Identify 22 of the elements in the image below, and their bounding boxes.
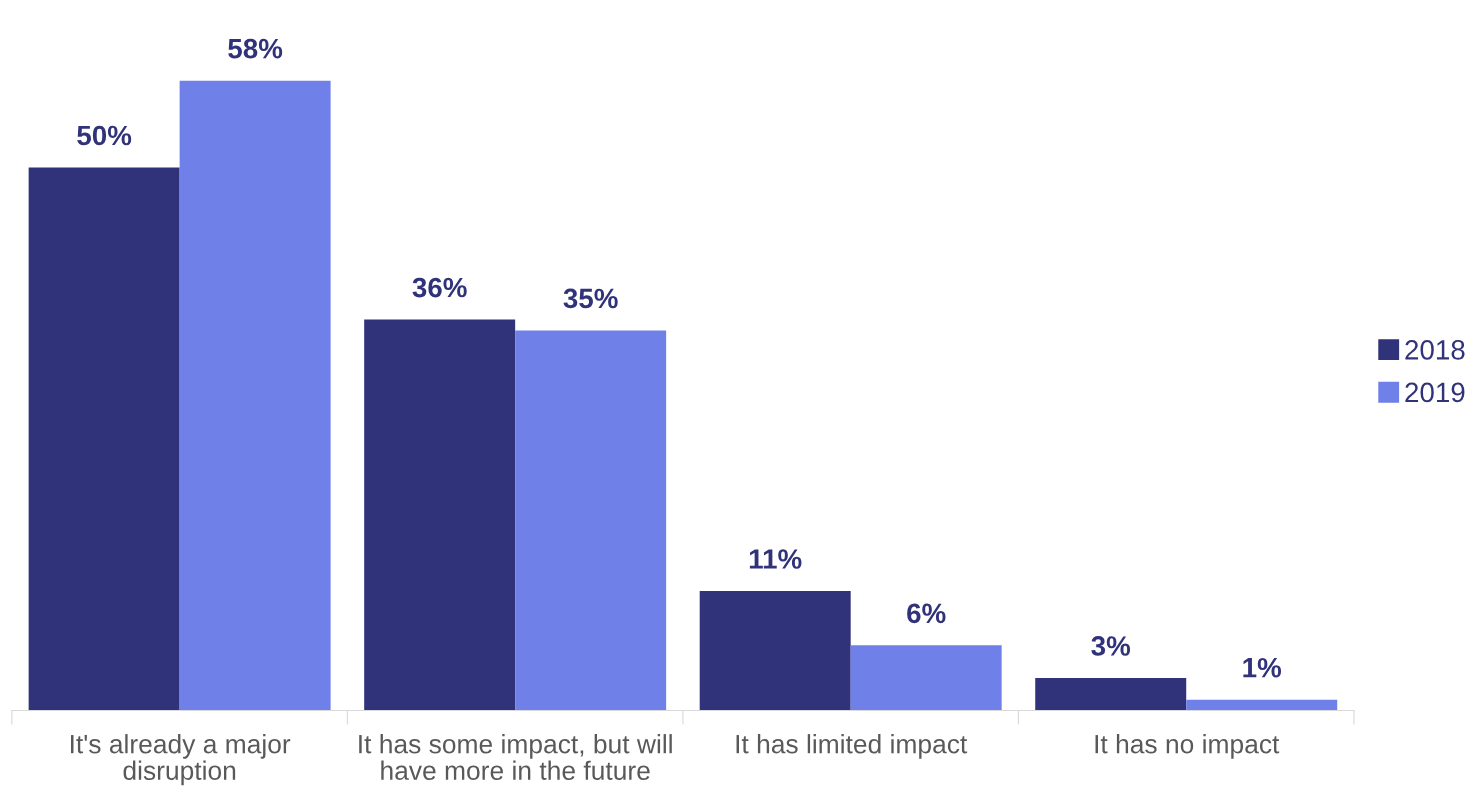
bar: [364, 319, 516, 711]
bar: [179, 80, 331, 711]
bar: [1035, 677, 1187, 711]
x-tick-label: It has some impact, but will have more in the future: [359, 734, 672, 780]
bar: [515, 330, 667, 711]
x-tick-label: It has limited impact: [736, 734, 968, 759]
x-tick-label: It's already a major disruption: [71, 734, 291, 786]
data-label: 6%: [907, 603, 946, 624]
data-label: 36%: [412, 277, 467, 298]
bar: [28, 167, 180, 711]
data-label: 35%: [563, 288, 618, 309]
bar: [1186, 699, 1338, 711]
legend-label: 2019: [1405, 382, 1465, 403]
bar: [699, 591, 851, 711]
x-tick-label: It has no impact: [1095, 734, 1280, 759]
data-label: 1%: [1243, 657, 1282, 678]
data-label: 11%: [749, 549, 802, 569]
data-label: 3%: [1091, 636, 1131, 656]
legend-label: 2018: [1405, 340, 1465, 360]
bar: [850, 645, 1002, 711]
data-label: 50%: [77, 125, 132, 146]
data-label: 58%: [228, 38, 283, 59]
